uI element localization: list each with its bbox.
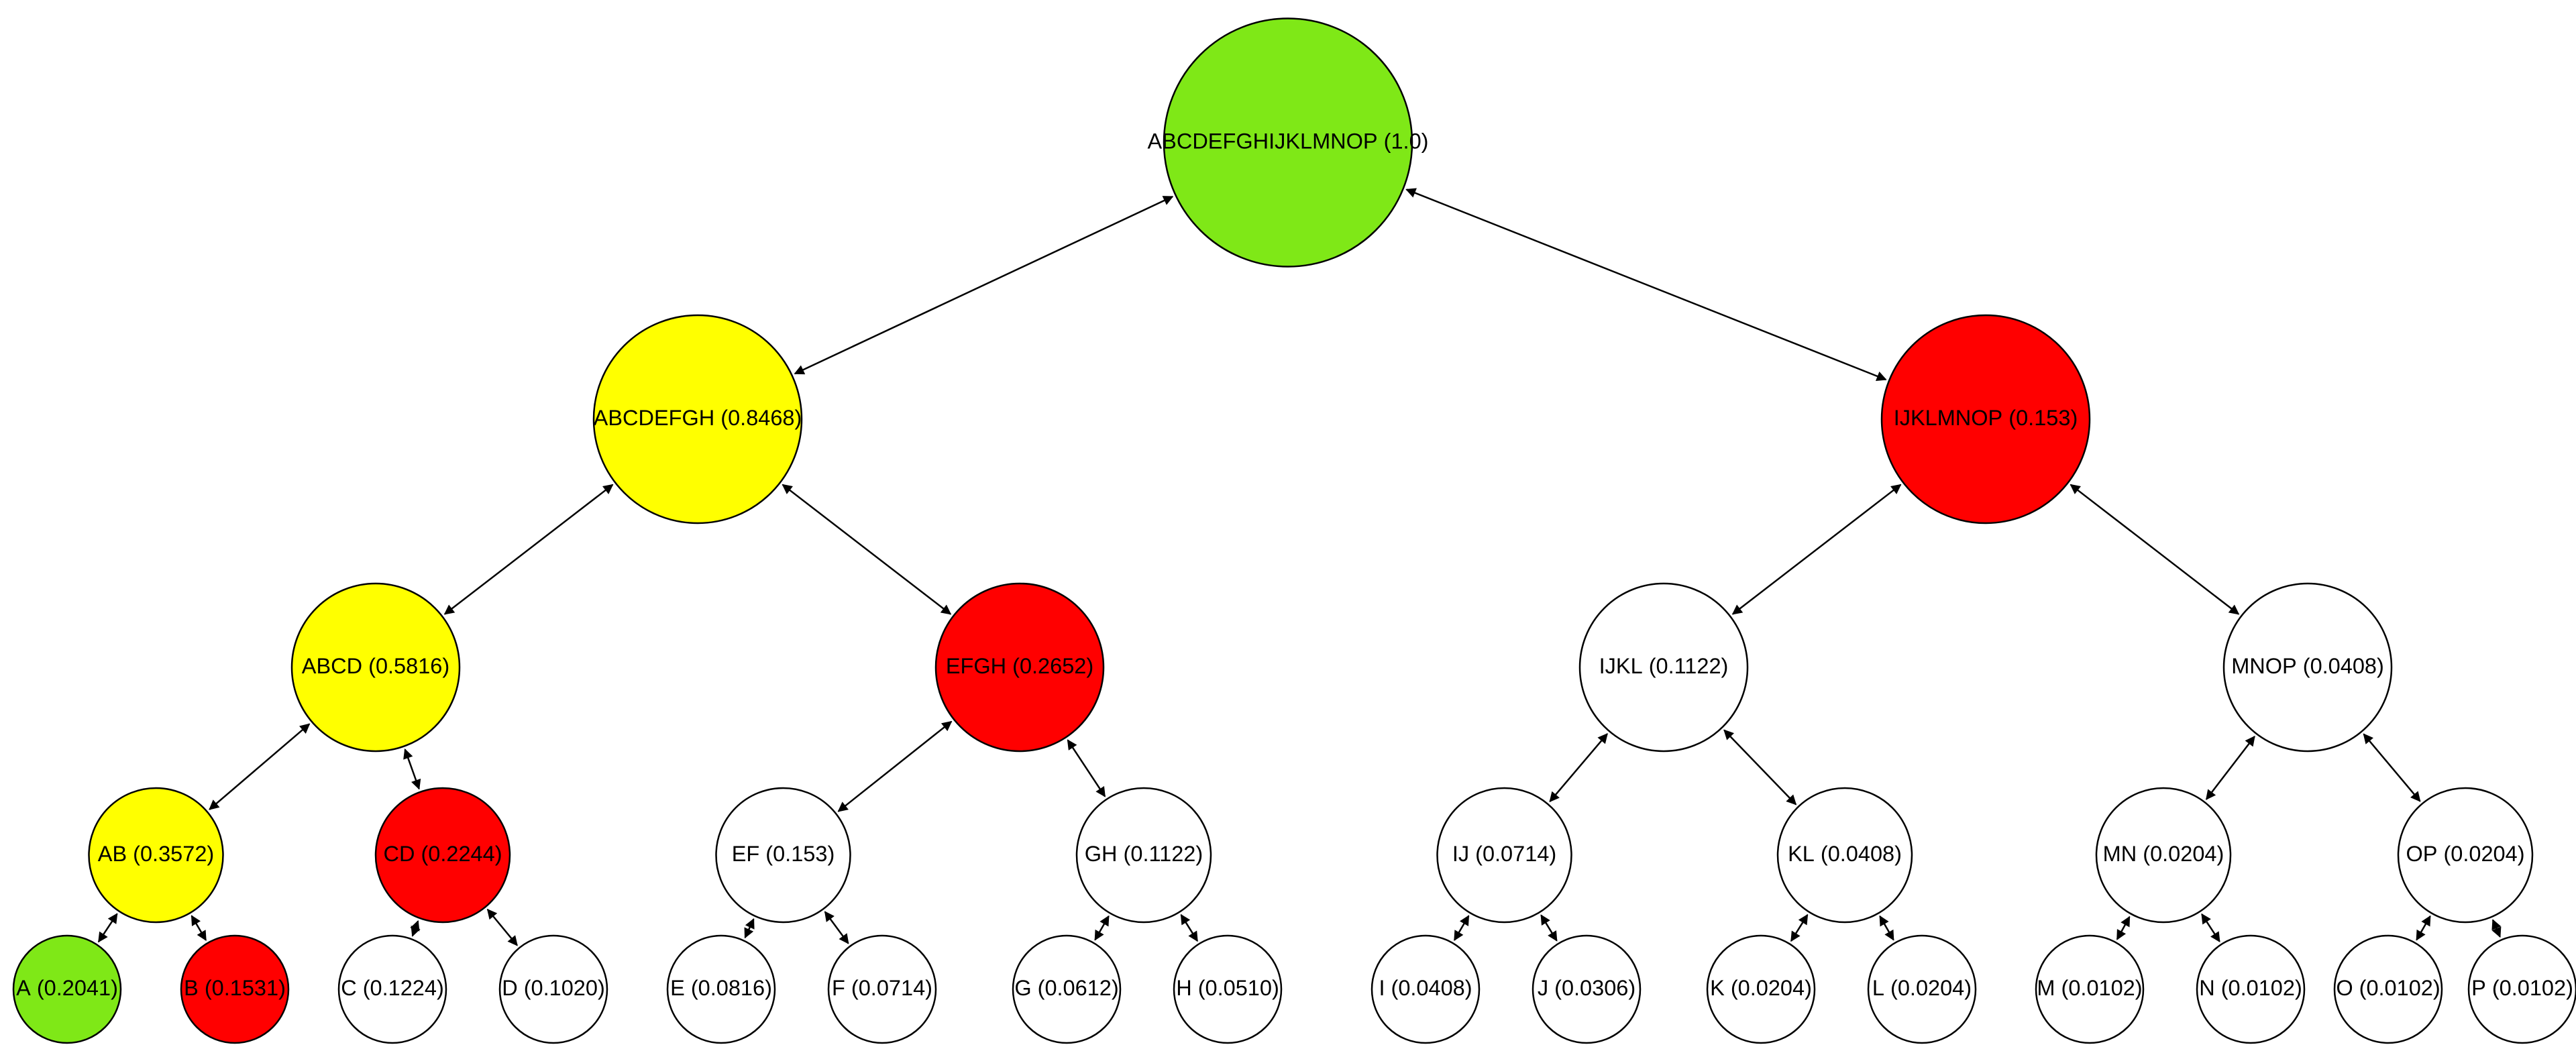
tree-node: MN (0.0204) — [2096, 788, 2231, 922]
tree-node: N (0.0102) — [2197, 936, 2304, 1043]
edge — [405, 749, 419, 789]
node-label: ABCD (0.5816) — [302, 654, 449, 678]
edge — [1733, 485, 1900, 614]
tree-node: P (0.0102) — [2469, 936, 2576, 1043]
edge — [413, 921, 418, 936]
node-label: G (0.0612) — [1014, 976, 1118, 1000]
node-label: F (0.0714) — [832, 976, 932, 1000]
node-label: D (0.1020) — [502, 976, 605, 1000]
edge — [209, 724, 309, 809]
tree-node: K (0.0204) — [1707, 936, 1815, 1043]
tree-node: MNOP (0.0408) — [2224, 584, 2392, 751]
edge — [1880, 916, 1893, 940]
edge — [2416, 916, 2430, 940]
tree-node: H (0.0510) — [1174, 936, 1281, 1043]
edge — [192, 916, 206, 940]
node-label: ABCDEFGHIJKLMNOP (1.0) — [1148, 129, 1429, 153]
node-label: IJ (0.0714) — [1452, 842, 1556, 866]
node-label: C (0.1224) — [341, 976, 444, 1000]
edge — [2117, 917, 2129, 940]
node-label: GH (0.1122) — [1085, 842, 1203, 866]
edge — [1068, 740, 1105, 796]
node-label: EFGH (0.2652) — [946, 654, 1093, 678]
tree-node: EFGH (0.2652) — [936, 584, 1104, 751]
edge — [1181, 915, 1197, 941]
node-label: IJKLMNOP (0.153) — [1894, 406, 2078, 430]
edge — [1791, 915, 1807, 941]
node-label: B (0.1531) — [184, 976, 286, 1000]
edge — [795, 197, 1173, 374]
node-label: M (0.0102) — [2037, 976, 2142, 1000]
node-label: EF (0.153) — [732, 842, 835, 866]
tree-svg: ABCDEFGHIJKLMNOP (1.0) ABCDEFGH (0.8468) I… — [0, 0, 2576, 1053]
edge — [2493, 920, 2500, 937]
node-label: E (0.0816) — [670, 976, 772, 1000]
tree-node: B (0.1531) — [181, 936, 288, 1043]
edge — [99, 914, 117, 942]
edge — [745, 919, 754, 938]
node-label: AB (0.3572) — [98, 842, 214, 866]
tree-node: IJKLMNOP (0.153) — [1882, 315, 2090, 523]
edge — [488, 909, 517, 945]
tree-node: A (0.2041) — [13, 936, 121, 1043]
edge — [1541, 916, 1556, 941]
tree-node: ABCDEFGHIJKLMNOP (1.0) — [1148, 19, 1429, 267]
tree-node: I (0.0408) — [1372, 936, 1479, 1043]
edge — [1095, 916, 1108, 940]
edge — [1454, 916, 1468, 940]
node-label: N (0.0102) — [2199, 976, 2302, 1000]
tree-node: EF (0.153) — [716, 788, 851, 922]
edge — [783, 485, 951, 614]
tree-node: ABCDEFGH (0.8468) — [594, 315, 802, 523]
tree-node: O (0.0102) — [2334, 936, 2442, 1043]
edge — [1550, 734, 1607, 801]
edge — [1724, 730, 1796, 805]
node-label: H (0.0510) — [1176, 976, 1279, 1000]
tree-node: IJ (0.0714) — [1438, 788, 1572, 922]
edge — [825, 912, 849, 944]
tree-node: E (0.0816) — [667, 936, 775, 1043]
node-label: KL (0.0408) — [1788, 842, 1902, 866]
tree-node: IJKL (0.1122) — [1580, 584, 1748, 751]
edge — [2202, 914, 2219, 942]
tree-node: OP (0.0204) — [2398, 788, 2532, 922]
node-label: IJKL (0.1122) — [1599, 654, 1729, 678]
node-label: L (0.0204) — [1872, 976, 1972, 1000]
node-label: P (0.0102) — [2471, 976, 2573, 1000]
tree-node: ABCD (0.5816) — [292, 584, 460, 751]
tree-node: M (0.0102) — [2036, 936, 2143, 1043]
edge — [2206, 736, 2255, 799]
tree-node: F (0.0714) — [828, 936, 936, 1043]
edge — [2071, 485, 2239, 614]
tree-node: C (0.1224) — [339, 936, 446, 1043]
node-label: MN (0.0204) — [2103, 842, 2224, 866]
tree-node: AB (0.3572) — [89, 788, 223, 922]
edge — [839, 722, 951, 812]
node-label: OP (0.0204) — [2406, 842, 2524, 866]
node-label: MNOP (0.0408) — [2231, 654, 2384, 678]
edge — [1407, 190, 1886, 380]
tree-node: D (0.1020) — [500, 936, 607, 1043]
node-label: I (0.0408) — [1379, 976, 1472, 1000]
node-label: ABCDEFGH (0.8468) — [594, 406, 802, 430]
node-label: CD (0.2244) — [383, 842, 502, 866]
tree-node: KL (0.0408) — [1778, 788, 1912, 922]
tree-node: CD (0.2244) — [376, 788, 510, 922]
tree-node: J (0.0306) — [1533, 936, 1640, 1043]
edge — [445, 485, 612, 614]
tree-node: G (0.0612) — [1013, 936, 1120, 1043]
edge — [2364, 734, 2420, 801]
tree-node: L (0.0204) — [1868, 936, 1976, 1043]
node-label: J (0.0306) — [1538, 976, 1635, 1000]
node-label: A (0.2041) — [16, 976, 118, 1000]
tree-node: GH (0.1122) — [1077, 788, 1211, 922]
node-label: O (0.0102) — [2336, 976, 2440, 1000]
nodes: ABCDEFGHIJKLMNOP (1.0) ABCDEFGH (0.8468) I… — [13, 19, 2576, 1044]
tree-diagram: ABCDEFGHIJKLMNOP (1.0) ABCDEFGH (0.8468) I… — [0, 0, 2576, 1053]
node-label: K (0.0204) — [1710, 976, 1812, 1000]
